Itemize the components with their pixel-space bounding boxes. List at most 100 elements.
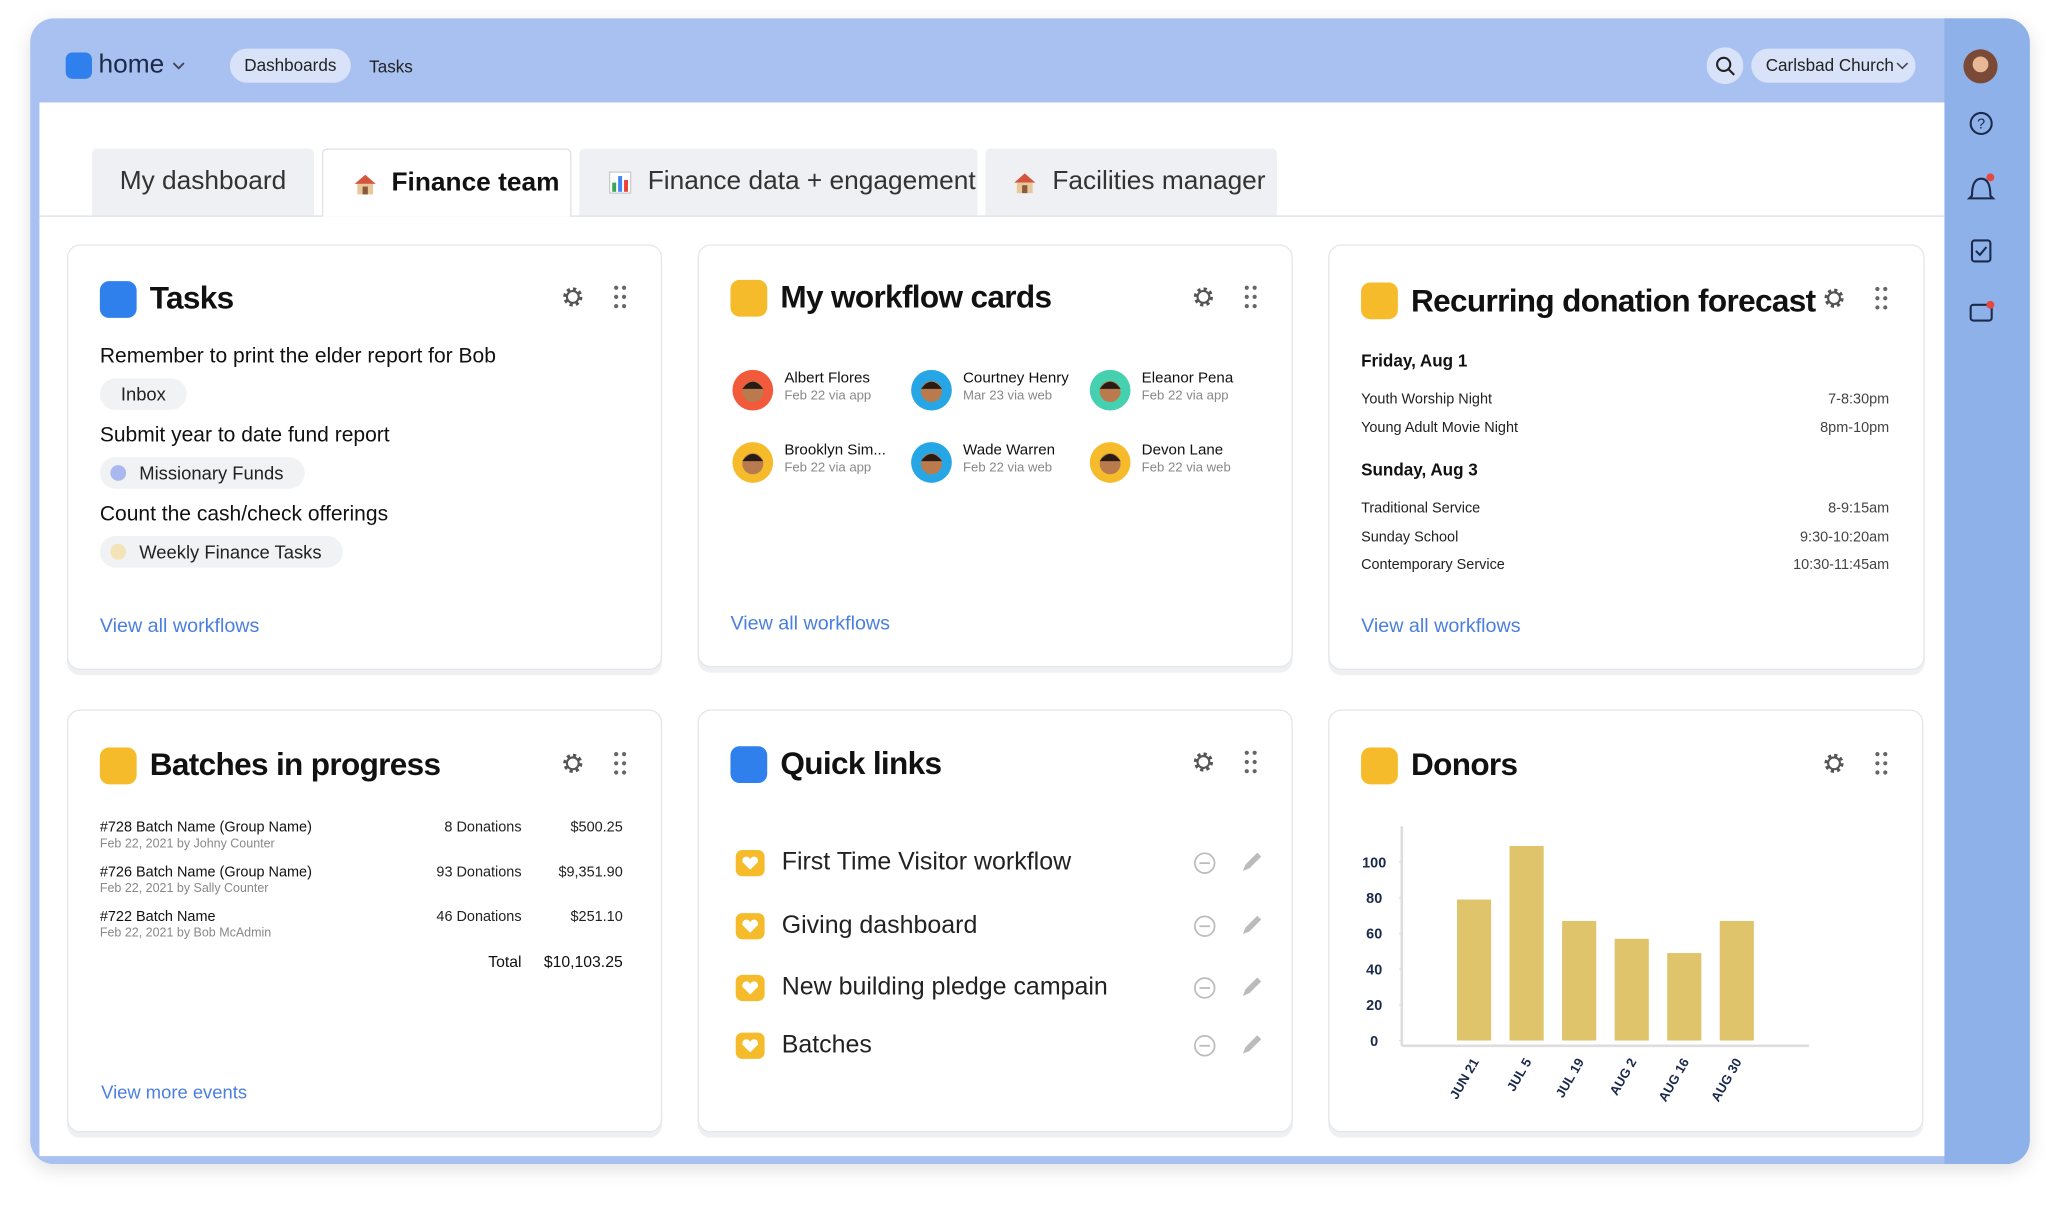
y-tick-label: 80 — [1366, 891, 1382, 907]
card-link[interactable]: View all workflows — [99, 614, 260, 638]
person-avatar — [911, 442, 952, 483]
tag-label: Weekly Finance Tasks — [139, 541, 322, 563]
task-text[interactable]: Remember to print the elder report for B… — [99, 345, 496, 368]
person-name[interactable]: Wade Warren — [963, 442, 1056, 459]
chevron — [172, 62, 185, 70]
brand[interactable]: home — [98, 49, 165, 79]
dashboard-tab[interactable]: Finance data + engagement — [579, 148, 978, 216]
card-icon — [730, 279, 768, 317]
brand-icon — [65, 52, 92, 79]
chevron — [1896, 62, 1909, 70]
card-controls[interactable] — [1189, 746, 1268, 778]
person-meta: Feb 22 via web — [963, 461, 1053, 476]
person-meta: Feb 22 via app — [784, 461, 872, 476]
card-controls[interactable] — [558, 748, 637, 780]
quick-link[interactable]: New building pledge campain — [781, 973, 1108, 1002]
card-icon — [1361, 747, 1398, 785]
person-name[interactable]: Courtney Henry — [963, 370, 1069, 387]
person-name[interactable]: Albert Flores — [784, 370, 870, 387]
task-text[interactable]: Submit year to date fund report — [99, 424, 390, 447]
x-tick-label: JUN 21 — [1447, 1056, 1482, 1102]
tag-dot — [110, 465, 127, 481]
task-text[interactable]: Count the cash/check offerings — [99, 503, 389, 526]
batch-amount: $500.25 — [570, 819, 623, 836]
y-tick-label: 100 — [1362, 855, 1386, 871]
tag-label: Missionary Funds — [139, 462, 284, 484]
person-avatar — [732, 442, 774, 483]
workflow-card: My workflow cards View all workflows Alb… — [697, 244, 1293, 668]
total-value: $10,103.25 — [543, 952, 623, 971]
card-link[interactable]: View more events — [101, 1081, 248, 1103]
nav-tab[interactable]: Tasks — [369, 56, 413, 77]
person-name[interactable]: Devon Lane — [1141, 442, 1224, 459]
quick-link-icons[interactable] — [699, 974, 1277, 1003]
dashboard-tab[interactable]: My dashboard — [91, 148, 314, 216]
card-controls[interactable] — [1189, 281, 1268, 313]
card-title: Tasks — [149, 281, 234, 317]
dashboard-tab-active[interactable]: Finance team — [321, 148, 572, 217]
card-title: My workflow cards — [780, 279, 1052, 316]
search-button[interactable] — [1706, 47, 1744, 85]
card-icon — [99, 281, 137, 318]
person-name[interactable]: Eleanor Pena — [1141, 370, 1234, 387]
batch-meta: Feb 22, 2021 by Sally Counter — [99, 881, 269, 896]
quick-link[interactable]: Giving dashboard — [781, 911, 978, 940]
quick-link-icons[interactable] — [699, 912, 1277, 941]
card-controls[interactable] — [1820, 748, 1899, 780]
card-link[interactable]: View all workflows — [1361, 614, 1521, 638]
card-link[interactable]: View all workflows — [730, 612, 891, 635]
quick-link[interactable]: Batches — [781, 1031, 872, 1059]
user-avatar[interactable] — [1963, 49, 1998, 84]
person-name[interactable]: Brooklyn Sim... — [784, 442, 886, 459]
person-avatar — [732, 369, 774, 411]
tag-label: Inbox — [120, 383, 166, 405]
donors-chart: 0 20 40 60 80 100 JUN 21 JUL 5 JUL 19 AUG 2 AUG 16… — [1362, 826, 1810, 1105]
card-icon — [99, 747, 137, 785]
card-controls[interactable] — [1820, 282, 1899, 314]
event-time: 9:30-10:20am — [1800, 528, 1890, 545]
x-tick-label: JUL 19 — [1553, 1056, 1587, 1101]
batch-name[interactable]: #728 Batch Name (Group Name) — [99, 819, 312, 836]
nav-tab[interactable]: Dashboards — [229, 48, 351, 83]
quick-link-icons[interactable] — [699, 849, 1277, 878]
chart-icon — [608, 170, 632, 194]
batch-name[interactable]: #726 Batch Name (Group Name) — [99, 864, 312, 881]
tab-label: My dashboard — [119, 166, 287, 196]
event-name: Traditional Service — [1361, 500, 1481, 517]
person-meta: Feb 22 via app — [1141, 388, 1229, 404]
x-tick-label: AUG 2 — [1607, 1056, 1640, 1098]
tab-label: Finance data + engagement — [647, 166, 976, 196]
event-time: 8pm-10pm — [1820, 419, 1890, 436]
y-tick-label: 40 — [1366, 962, 1382, 978]
card-title: Donors — [1410, 747, 1518, 784]
card-icon — [730, 746, 768, 784]
bar — [1562, 920, 1597, 1041]
side-icons[interactable]: ? — [1965, 109, 1997, 332]
batch-name[interactable]: #722 Batch Name — [99, 909, 216, 925]
person-avatar — [1089, 442, 1131, 483]
bar — [1614, 938, 1649, 1041]
y-tick-label: 60 — [1366, 927, 1382, 943]
donors-card: Donors 0 20 40 60 80 100 JUN 21 JUL 5 JUL 19 AUG … — [1328, 709, 1924, 1133]
tab-label: Finance team — [391, 168, 560, 198]
person-meta: Feb 22 via web — [1141, 461, 1231, 476]
house-icon — [354, 174, 376, 194]
quick-link-icons[interactable] — [699, 1031, 1277, 1060]
task-tag: Missionary Funds — [99, 457, 305, 489]
person-avatar — [1089, 369, 1131, 411]
batches-card: Batches in progress Total $10,103.25 Vie… — [67, 709, 663, 1133]
y-tick-label: 20 — [1366, 998, 1382, 1014]
batch-donations: 93 Donations — [436, 864, 522, 881]
batch-amount: $251.10 — [570, 909, 623, 925]
batch-amount: $9,351.90 — [558, 864, 623, 881]
quick-link[interactable]: First Time Visitor workflow — [781, 848, 1072, 877]
bar — [1456, 899, 1492, 1041]
event-time: 10:30-11:45am — [1793, 557, 1890, 573]
dashboard-tab[interactable]: Facilities manager — [985, 148, 1277, 216]
tasks-card: Tasks View all workflows Remember to pri… — [67, 244, 663, 671]
org-selector[interactable]: Carlsbad Church — [1751, 48, 1916, 83]
x-tick-label: AUG 16 — [1655, 1056, 1692, 1105]
card-controls[interactable] — [558, 281, 637, 313]
svg-text:?: ? — [1977, 117, 1985, 133]
